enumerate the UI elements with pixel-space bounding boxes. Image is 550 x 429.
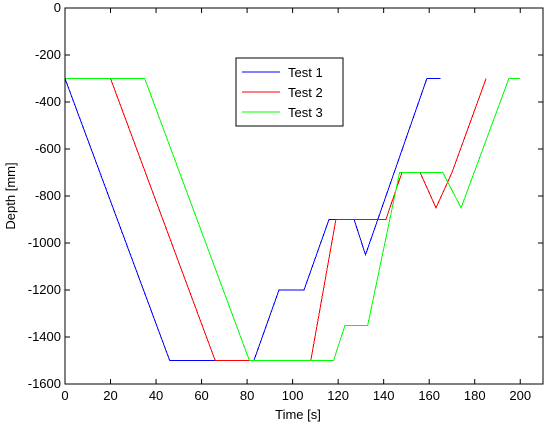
legend-label-3: Test 3 [288, 105, 323, 120]
y-tick-label: -1600 [28, 376, 61, 391]
x-tick-label: 120 [327, 388, 349, 403]
series-layer [64, 78, 521, 361]
series-line-3 [65, 78, 521, 361]
x-tick-label: 40 [149, 388, 163, 403]
legend-label-1: Test 1 [288, 65, 323, 80]
y-tick-label: 0 [54, 0, 61, 15]
legend-label-2: Test 2 [288, 85, 323, 100]
y-tick-label: -200 [35, 47, 61, 62]
x-tick-label: 140 [373, 388, 395, 403]
legend: Test 1 Test 2 Test 3 [235, 57, 344, 127]
x-tick-label: 0 [61, 388, 68, 403]
x-axis-label: Time [s] [275, 407, 321, 422]
y-tick-label: -1200 [28, 282, 61, 297]
y-tick-label: -1000 [28, 235, 61, 250]
y-tick-label: -800 [35, 188, 61, 203]
series-line-1 [64, 78, 441, 361]
x-tick-label: 200 [509, 388, 531, 403]
x-tick-label: 160 [418, 388, 440, 403]
y-tick-label: -1400 [28, 329, 61, 344]
x-tick-label: 100 [282, 388, 304, 403]
x-tick-label: 80 [240, 388, 254, 403]
x-tick-label: 20 [103, 388, 117, 403]
y-tick-label: -600 [35, 141, 61, 156]
x-tick-label: 180 [464, 388, 486, 403]
axes-layer: 0 20 40 60 80 100 120 140 160 180 200 0 -200 -400 -600… [28, 0, 544, 403]
y-axis-label: Depth [mm] [3, 162, 18, 229]
y-tick-label: -400 [35, 94, 61, 109]
x-tick-label: 60 [194, 388, 208, 403]
